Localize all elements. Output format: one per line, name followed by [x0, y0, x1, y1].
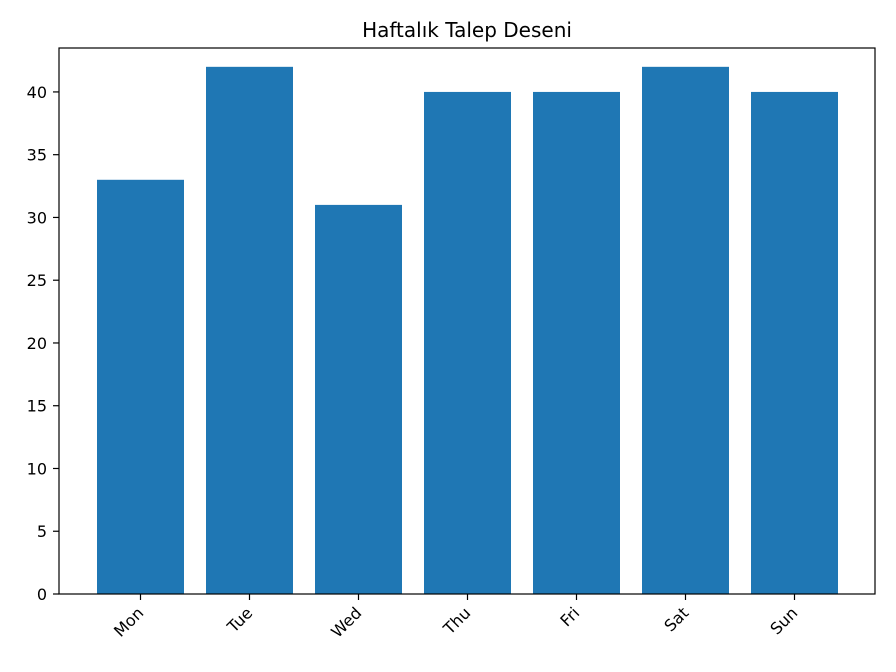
x-tick-label: Thu — [439, 603, 474, 638]
bar-thu — [424, 91, 511, 595]
bar-mon — [97, 179, 184, 595]
y-tick-label: 40 — [27, 83, 47, 102]
y-axis: 0 5 10 15 20 25 30 35 40 — [27, 83, 59, 604]
y-tick-label: 35 — [27, 146, 47, 165]
x-tick-label: Mon — [110, 603, 147, 640]
x-tick-label: Fri — [556, 603, 583, 630]
y-tick-label: 15 — [27, 397, 47, 416]
bar-fri — [533, 91, 620, 595]
bar-tue — [206, 66, 293, 595]
y-tick-label: 30 — [27, 208, 47, 227]
plot-frame — [58, 47, 876, 595]
bar-sat — [642, 66, 729, 595]
x-tick-label: Wed — [327, 603, 365, 641]
x-axis: Mon Tue Wed Thu Fri Sat Sun — [110, 594, 801, 641]
x-tick-label: Sun — [766, 603, 801, 638]
y-tick-label: 5 — [37, 522, 47, 541]
y-tick-label: 20 — [27, 334, 47, 353]
x-tick-label: Sat — [660, 603, 692, 635]
x-tick-label: Tue — [223, 603, 256, 636]
y-tick-label: 10 — [27, 459, 47, 478]
bars-group — [97, 66, 838, 595]
y-tick-label: 25 — [27, 271, 47, 290]
chart-title: Haftalık Talep Deseni — [362, 18, 572, 42]
bar-wed — [315, 204, 402, 594]
bar-sun — [751, 91, 838, 595]
y-tick-label: 0 — [37, 585, 47, 604]
